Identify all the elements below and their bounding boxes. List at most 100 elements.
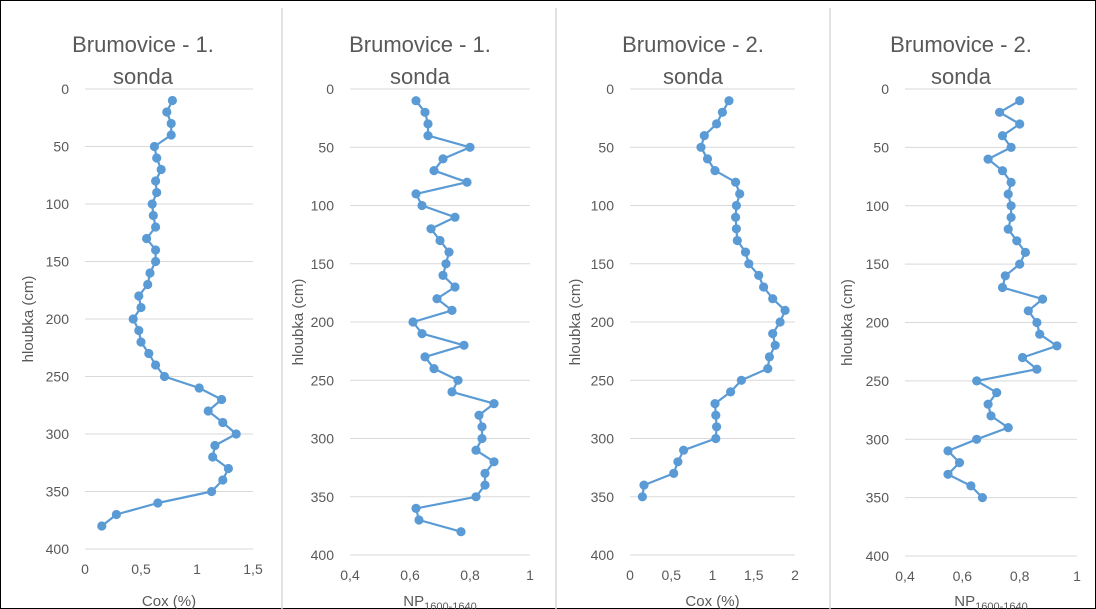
x-tick-label: 2 (791, 567, 799, 583)
data-point (717, 107, 728, 117)
data-point (450, 212, 460, 222)
data-point (411, 96, 421, 106)
data-point (151, 256, 161, 267)
data-point (997, 282, 1008, 293)
data-point (408, 317, 418, 327)
data-point (471, 492, 481, 502)
chart-title: Brumovice - 2. sonda (622, 32, 764, 89)
data-point (731, 177, 741, 187)
data-point (731, 200, 742, 211)
data-point (462, 177, 472, 187)
data-point (148, 210, 158, 221)
y-tick-label: 50 (873, 139, 889, 155)
data-point (954, 458, 965, 468)
data-point (128, 314, 138, 324)
data-point (673, 457, 683, 467)
data-point (977, 493, 988, 503)
data-point (764, 352, 775, 362)
chart-title-line: Brumovice - 1. (349, 32, 491, 57)
y-tick-label: 300 (46, 426, 70, 442)
data-point (1003, 189, 1013, 199)
data-point (1003, 224, 1013, 234)
chart-title: Brumovice - 2. sonda (890, 32, 1032, 89)
chart-panel-2: Brumovice - 1. sonda 0 50 100 150 200 250 300 350… (290, 32, 534, 609)
data-point (414, 515, 424, 525)
data-point (1038, 294, 1048, 304)
data-point (429, 166, 439, 176)
x-tick-label: 0,5 (662, 567, 682, 583)
data-point (731, 224, 742, 234)
data-point (710, 166, 720, 176)
x-tick-label: 0,4 (895, 568, 915, 584)
data-point (456, 527, 466, 537)
data-point (151, 360, 161, 370)
data-point (1012, 236, 1022, 246)
x-axis-label-main: Cox (%) (685, 593, 739, 609)
data-point (735, 189, 745, 199)
chart-title-line: Brumovice - 2. (622, 32, 764, 57)
data-point (712, 422, 722, 432)
data-point (972, 376, 982, 386)
y-tick-label: 350 (591, 489, 615, 505)
x-tick-label: 1 (526, 567, 534, 583)
data-point (1023, 306, 1033, 316)
data-point (997, 166, 1008, 176)
data-point (447, 305, 457, 315)
data-point (763, 364, 773, 374)
panels: Brumovice - 1. sonda050100150200250300350… (20, 32, 1081, 609)
data-point (696, 142, 706, 152)
data-point (429, 364, 439, 374)
data-point (438, 154, 448, 164)
data-point (136, 302, 146, 313)
y-tick-label: 50 (318, 139, 334, 155)
data-point (711, 433, 721, 444)
y-tick-label: 400 (46, 541, 70, 557)
data-point (423, 131, 433, 141)
data-point (1015, 259, 1025, 269)
x-tick-label: 0,6 (400, 567, 420, 583)
data-point (453, 375, 463, 385)
data-point (489, 457, 499, 467)
data-point (151, 222, 161, 232)
data-point (986, 411, 996, 421)
chart-title-line: Brumovice - 2. (890, 32, 1032, 57)
data-point (744, 259, 754, 269)
data-point (480, 480, 490, 490)
data-point (1035, 329, 1045, 339)
data-point (218, 475, 228, 485)
data-point (432, 294, 442, 304)
data-point (142, 233, 152, 244)
y-tick-label: 100 (866, 198, 890, 214)
data-point (447, 387, 457, 397)
data-point (995, 107, 1005, 117)
y-tick-label: 0 (61, 81, 69, 97)
x-tick-label: 0 (81, 561, 89, 577)
y-tick-label: 200 (46, 311, 70, 327)
y-tick-label: 400 (311, 547, 335, 563)
data-point (217, 394, 227, 405)
data-point (417, 329, 427, 339)
y-tick-label: 350 (866, 490, 890, 506)
x-tick-label: 1 (193, 561, 201, 577)
y-axis-label: hloubka (cm) (20, 276, 37, 363)
data-point (1015, 96, 1025, 106)
data-point (983, 154, 993, 164)
data-point (639, 480, 649, 490)
y-tick-label: 150 (591, 256, 615, 272)
data-point (740, 247, 751, 257)
data-point (159, 371, 170, 382)
y-tick-label: 300 (591, 431, 615, 447)
x-tick-label: 1 (1073, 568, 1081, 584)
data-point (145, 268, 155, 278)
data-point (770, 340, 780, 350)
y-tick-label: 300 (311, 431, 335, 447)
chart-title-line: sonda (663, 64, 724, 89)
data-point (1006, 201, 1016, 211)
data-point (1032, 317, 1042, 328)
data-point (775, 317, 785, 327)
data-point (997, 131, 1008, 141)
y-axis-label: hloubka (cm) (839, 279, 856, 366)
data-point (1020, 247, 1030, 257)
data-point (679, 445, 689, 455)
data-point (441, 259, 451, 269)
